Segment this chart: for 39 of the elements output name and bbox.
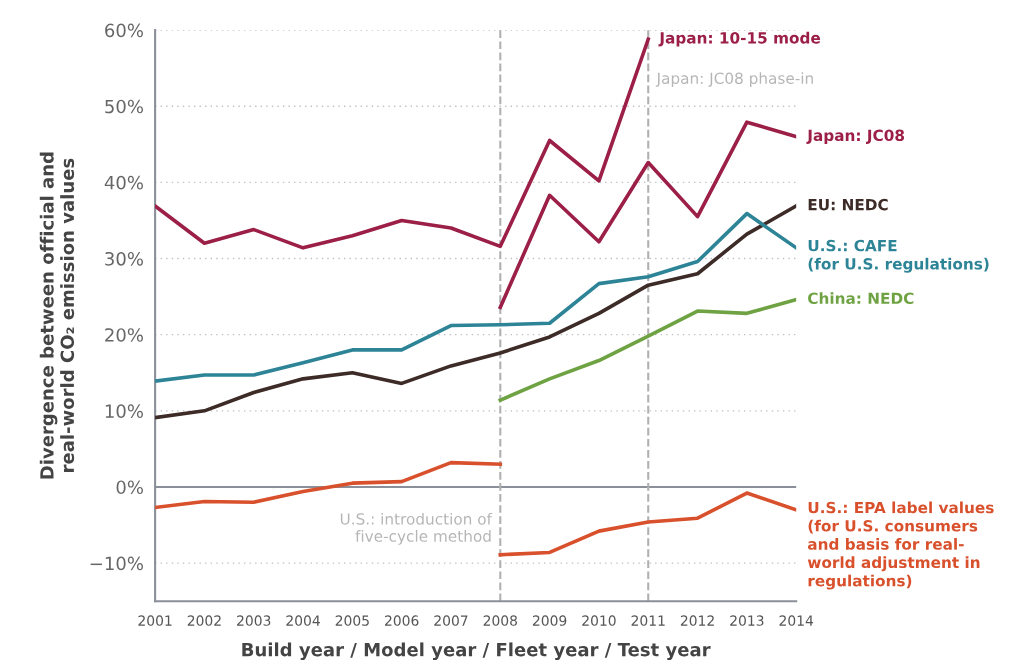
x-tick-label: 2004 bbox=[286, 615, 320, 626]
x-tick-label: 2013 bbox=[730, 615, 764, 626]
line-series bbox=[498, 491, 797, 557]
annotation: U.S.: introduction of five-cycle method bbox=[340, 512, 493, 545]
y-tick-label: 10% bbox=[105, 404, 143, 418]
series-label: EU: NEDC bbox=[808, 198, 888, 211]
x-tick-label: 2012 bbox=[680, 615, 714, 626]
x-tick-label: 2003 bbox=[237, 615, 271, 626]
x-tick-label: 2014 bbox=[779, 615, 814, 626]
x-tick-label: 2007 bbox=[434, 615, 468, 626]
x-tick-label: 2001 bbox=[138, 615, 172, 626]
x-tick-label: 2010 bbox=[582, 615, 616, 626]
line-series bbox=[155, 460, 503, 510]
series-label: U.S.: EPA label values (for U.S. consumers and basis for real- world adjustment in regulations) bbox=[807, 501, 994, 590]
y-tick-label: 30% bbox=[105, 251, 143, 266]
line-series bbox=[155, 37, 651, 250]
x-tick-label: 2009 bbox=[532, 615, 567, 626]
x-tick-label: 2006 bbox=[385, 615, 419, 626]
y-axis-title: Divergence between official and real-world CO₂ emission values bbox=[39, 152, 75, 479]
y-tick-label: 60% bbox=[105, 23, 143, 38]
line-series bbox=[498, 120, 797, 310]
y-tick-label: 0% bbox=[116, 480, 143, 495]
y-tick-label: 50% bbox=[105, 99, 143, 114]
series-label: Japan: JC08 bbox=[806, 129, 905, 145]
series-label: China: NEDC bbox=[808, 292, 914, 305]
annotation: Japan: JC08 phase-in bbox=[655, 72, 813, 87]
x-axis-title: Build year / Model year / Fleet year / Test year bbox=[242, 642, 711, 661]
y-tick-label: 40% bbox=[104, 175, 143, 190]
line-series bbox=[155, 211, 797, 383]
y-tick-label: −10% bbox=[90, 556, 143, 571]
line-series bbox=[498, 297, 797, 402]
x-tick-label: 2002 bbox=[187, 615, 221, 626]
series-label: Japan: 10-15 mode bbox=[658, 31, 821, 47]
series-label: U.S.: CAFE (for U.S. regulations) bbox=[808, 239, 989, 273]
x-tick-label: 2008 bbox=[483, 615, 518, 626]
line-series bbox=[155, 204, 797, 420]
x-tick-label: 2011 bbox=[631, 615, 665, 626]
y-tick-label: 20% bbox=[105, 328, 143, 342]
x-tick-label: 2005 bbox=[335, 615, 369, 626]
